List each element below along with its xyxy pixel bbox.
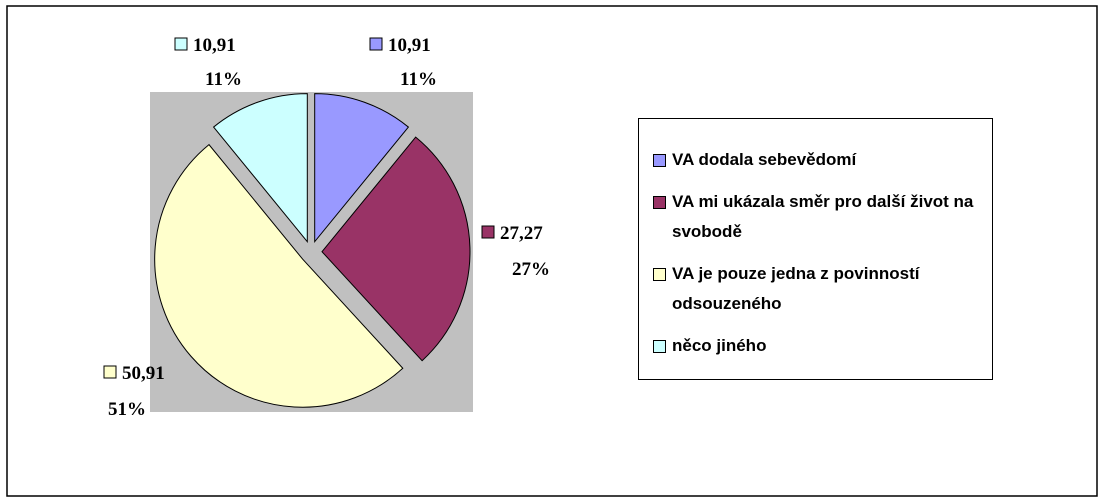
- legend-item: VA mi ukázala směr pro další život na sv…: [653, 187, 984, 247]
- legend-swatch: [653, 268, 666, 281]
- percent-label: 11%: [205, 69, 242, 90]
- label-swatch: [481, 225, 495, 239]
- legend-label: VA mi ukázala směr pro další život na sv…: [672, 192, 974, 241]
- value-label: 50,91: [122, 363, 165, 384]
- value-label: 27,27: [500, 223, 543, 244]
- pie-slice: [212, 93, 308, 244]
- percent-label: 11%: [400, 69, 437, 90]
- pie-slice: [314, 93, 410, 244]
- legend-item: něco jiného: [653, 331, 984, 361]
- legend-swatch: [653, 340, 666, 353]
- label-swatch: [174, 37, 188, 51]
- percent-label: 51%: [108, 399, 146, 420]
- legend-item: VA je pouze jedna z povinností odsouzené…: [653, 259, 984, 319]
- legend-label: VA dodala sebevědomí: [672, 150, 857, 169]
- legend-swatch: [653, 196, 666, 209]
- legend-label: VA je pouze jedna z povinností odsouzené…: [672, 264, 920, 313]
- label-swatch: [369, 37, 383, 51]
- legend-item: VA dodala sebevědomí: [653, 145, 984, 175]
- pie-slice: [154, 143, 404, 408]
- legend-label: něco jiného: [672, 336, 767, 355]
- legend-swatch: [653, 154, 666, 167]
- value-label: 10,91: [193, 35, 236, 56]
- percent-label: 27%: [512, 259, 550, 280]
- legend: VA dodala sebevědomí VA mi ukázala směr p…: [638, 118, 993, 380]
- value-label: 10,91: [388, 35, 431, 56]
- pie-slice: [321, 136, 471, 362]
- label-swatch: [103, 365, 117, 379]
